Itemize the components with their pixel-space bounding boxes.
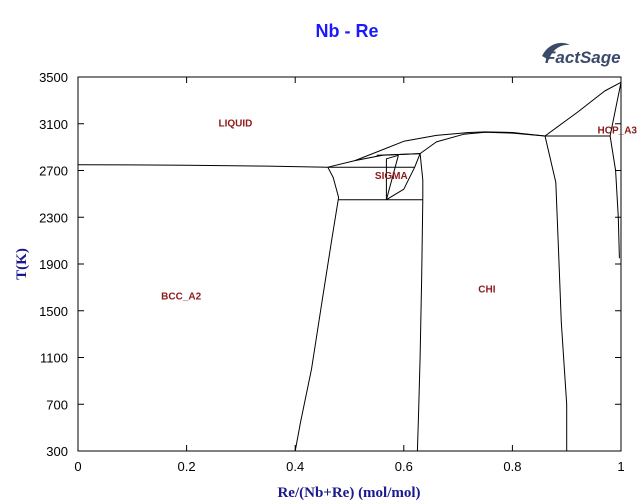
phase-boundary-line	[544, 81, 622, 137]
phase-labels: LIQUID SIGMA BCC_A2 CHI HCP_A3	[161, 119, 637, 303]
x-tick-label: 0	[74, 459, 81, 474]
y-tick-label: 1100	[40, 351, 68, 366]
phase-boundary-line	[544, 135, 568, 451]
phase-boundary-line	[327, 153, 421, 168]
y-axis-label: T(K)	[14, 248, 30, 280]
factsage-logo: FactSage	[542, 42, 621, 67]
phase-boundary-line	[609, 135, 620, 259]
phase-boundary-line	[294, 166, 340, 452]
y-tick-label: 3500	[39, 70, 68, 85]
x-tick-label: 0.6	[395, 459, 413, 474]
y-tick-label: 300	[46, 444, 68, 459]
phase-boundary-line	[416, 199, 424, 452]
phase-label: LIQUID	[219, 119, 253, 130]
x-tick-label: 0.4	[286, 459, 304, 474]
phase-boundary-line	[609, 82, 622, 137]
logo-text: FactSage	[545, 48, 621, 67]
chart-title: Nb - Re	[316, 21, 379, 41]
phase-label: SIGMA	[375, 171, 408, 182]
y-tick-label: 700	[46, 397, 68, 412]
y-tick-label: 2300	[39, 210, 68, 225]
phase-boundary-line	[385, 155, 399, 200]
phase-boundary-line	[376, 153, 421, 156]
y-tick-label: 1500	[39, 304, 68, 319]
phase-boundaries	[77, 81, 622, 452]
x-tick-label: 0.8	[503, 459, 521, 474]
phase-boundary-line	[354, 131, 546, 162]
phase-boundary-line	[419, 153, 424, 200]
y-axis-ticks: 300 700 1100 1500 1900 2300 2700 3100 3500	[39, 70, 621, 459]
phase-label: CHI	[478, 285, 495, 296]
phase-label: BCC_A2	[161, 292, 201, 303]
plot-frame	[77, 76, 622, 452]
y-tick-label: 2700	[39, 164, 68, 179]
x-axis-ticks: 0 0.2 0.4 0.6 0.8 1	[74, 77, 625, 474]
phase-label: HCP_A3	[598, 126, 638, 137]
x-tick-label: 1	[617, 459, 624, 474]
phase-boundary-line	[385, 154, 399, 200]
logo-swoosh	[542, 42, 570, 60]
y-tick-label: 3100	[39, 117, 68, 132]
phase-boundary-line	[386, 166, 416, 201]
y-tick-label: 1900	[39, 257, 68, 272]
phase-boundary-line	[414, 153, 421, 168]
x-tick-label: 0.2	[178, 459, 196, 474]
phase-boundary-line	[77, 164, 328, 168]
x-axis-label: Re/(Nb+Re) (mol/mol)	[277, 485, 420, 501]
